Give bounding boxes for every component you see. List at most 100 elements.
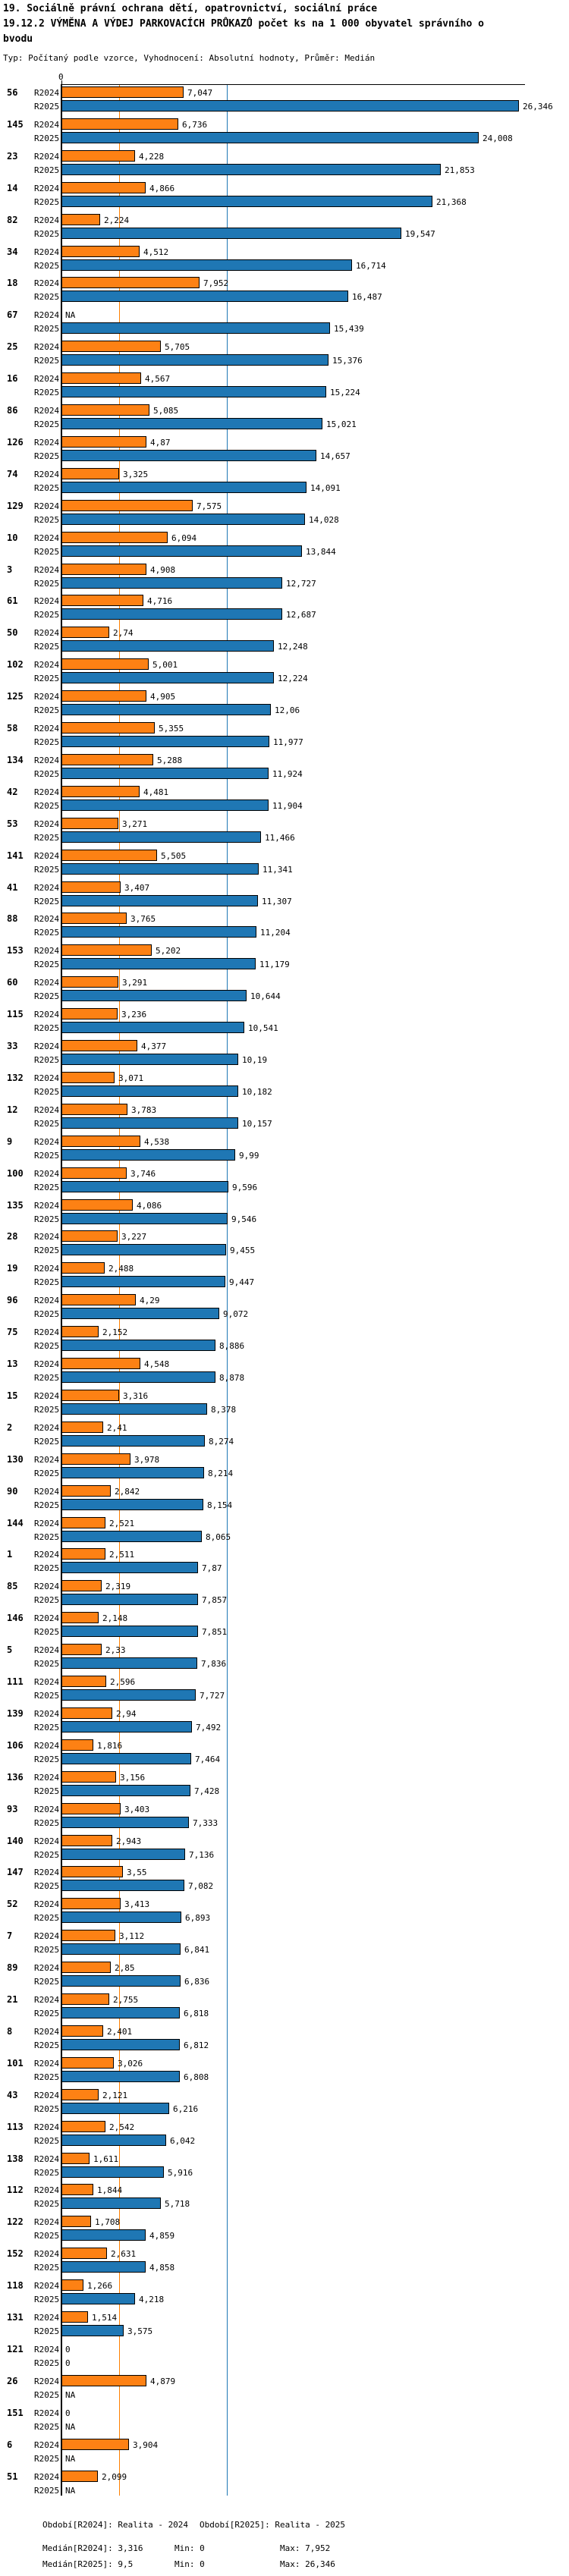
bar-r2025[interactable] [61,1276,225,1287]
bar-r2024[interactable] [61,1230,118,1242]
bar-r2025[interactable] [61,1912,181,1923]
bar-r2024[interactable] [61,1262,105,1274]
bar-r2024[interactable] [61,1294,136,1305]
bar-r2024[interactable] [61,1930,115,1941]
bar-r2024[interactable] [61,786,140,797]
bar-r2024[interactable] [61,564,146,575]
bar-r2025[interactable] [61,1689,196,1701]
bar-r2024[interactable] [61,2216,91,2227]
bar-r2024[interactable] [61,1835,112,1846]
bar-r2025[interactable] [61,1785,190,1796]
bar-r2025[interactable] [61,1817,189,1828]
bar-r2025[interactable] [61,2039,180,2050]
bar-r2024[interactable] [61,1771,116,1783]
bar-r2025[interactable] [61,164,441,175]
bar-r2024[interactable] [61,944,152,956]
bar-r2024[interactable] [61,850,157,861]
bar-r2025[interactable] [61,2071,180,2082]
bar-r2025[interactable] [61,1531,202,1542]
bar-r2025[interactable] [61,672,274,683]
bar-r2025[interactable] [61,1181,228,1192]
bar-r2025[interactable] [61,1085,238,1097]
bar-r2025[interactable] [61,736,269,747]
bar-r2024[interactable] [61,1167,127,1179]
bar-r2025[interactable] [61,450,316,461]
bar-r2025[interactable] [61,1308,219,1319]
bar-r2024[interactable] [61,2311,88,2323]
bar-r2024[interactable] [61,1548,105,1560]
bar-r2024[interactable] [61,1993,109,2005]
bar-r2025[interactable] [61,1340,215,1351]
bar-r2025[interactable] [61,1117,238,1129]
bar-r2024[interactable] [61,2153,90,2164]
bar-r2025[interactable] [61,1657,197,1669]
bar-r2024[interactable] [61,2057,114,2069]
bar-r2024[interactable] [61,2121,105,2132]
bar-r2024[interactable] [61,150,135,162]
bar-r2025[interactable] [61,386,326,397]
bar-r2024[interactable] [61,1962,111,1973]
bar-r2024[interactable] [61,86,184,98]
bar-r2025[interactable] [61,259,352,271]
bar-r2024[interactable] [61,818,118,829]
bar-r2024[interactable] [61,372,141,384]
bar-r2024[interactable] [61,277,200,288]
bar-r2024[interactable] [61,1136,140,1147]
bar-r2024[interactable] [61,1104,127,1115]
bar-r2025[interactable] [61,228,401,239]
bar-r2024[interactable] [61,214,100,225]
bar-r2025[interactable] [61,1499,203,1510]
bar-r2025[interactable] [61,926,256,938]
bar-r2024[interactable] [61,1517,105,1528]
bar-r2024[interactable] [61,754,153,765]
bar-r2025[interactable] [61,291,348,302]
bar-r2025[interactable] [61,1753,191,1764]
bar-r2024[interactable] [61,2025,103,2037]
bar-r2024[interactable] [61,2248,107,2259]
bar-r2025[interactable] [61,1435,205,1447]
bar-r2024[interactable] [61,881,121,893]
bar-r2025[interactable] [61,1626,198,1637]
bar-r2024[interactable] [61,722,155,734]
bar-r2024[interactable] [61,1612,99,1623]
bar-r2025[interactable] [61,1721,192,1733]
bar-r2025[interactable] [61,2261,146,2273]
bar-r2024[interactable] [61,118,178,130]
bar-r2024[interactable] [61,404,149,416]
bar-r2025[interactable] [61,100,519,112]
bar-r2025[interactable] [61,2135,166,2146]
bar-r2025[interactable] [61,132,479,143]
bar-r2025[interactable] [61,418,322,429]
bar-r2025[interactable] [61,1244,226,1255]
bar-r2025[interactable] [61,1149,235,1161]
bar-r2024[interactable] [61,2375,146,2386]
bar-r2024[interactable] [61,500,193,511]
bar-r2025[interactable] [61,2166,164,2178]
bar-r2025[interactable] [61,1371,215,1383]
bar-r2024[interactable] [61,532,168,543]
bar-r2025[interactable] [61,322,330,334]
bar-r2025[interactable] [61,1594,198,1605]
bar-r2025[interactable] [61,2103,169,2114]
bar-r2025[interactable] [61,1022,244,1033]
bar-r2024[interactable] [61,1358,140,1369]
bar-r2024[interactable] [61,1422,103,1433]
bar-r2025[interactable] [61,990,247,1001]
bar-r2025[interactable] [61,545,302,557]
bar-r2024[interactable] [61,1580,102,1591]
bar-r2024[interactable] [61,913,127,924]
bar-r2025[interactable] [61,514,305,525]
bar-r2025[interactable] [61,1880,184,1891]
bar-r2024[interactable] [61,2089,99,2100]
bar-r2025[interactable] [61,800,269,811]
bar-r2024[interactable] [61,1866,123,1877]
bar-r2024[interactable] [61,468,119,479]
bar-r2025[interactable] [61,1467,204,1478]
bar-r2024[interactable] [61,1898,121,1909]
bar-r2025[interactable] [61,704,271,715]
bar-r2025[interactable] [61,640,274,652]
bar-r2025[interactable] [61,1054,238,1065]
bar-r2024[interactable] [61,1072,115,1083]
bar-r2024[interactable] [61,341,161,352]
bar-r2025[interactable] [61,958,256,969]
